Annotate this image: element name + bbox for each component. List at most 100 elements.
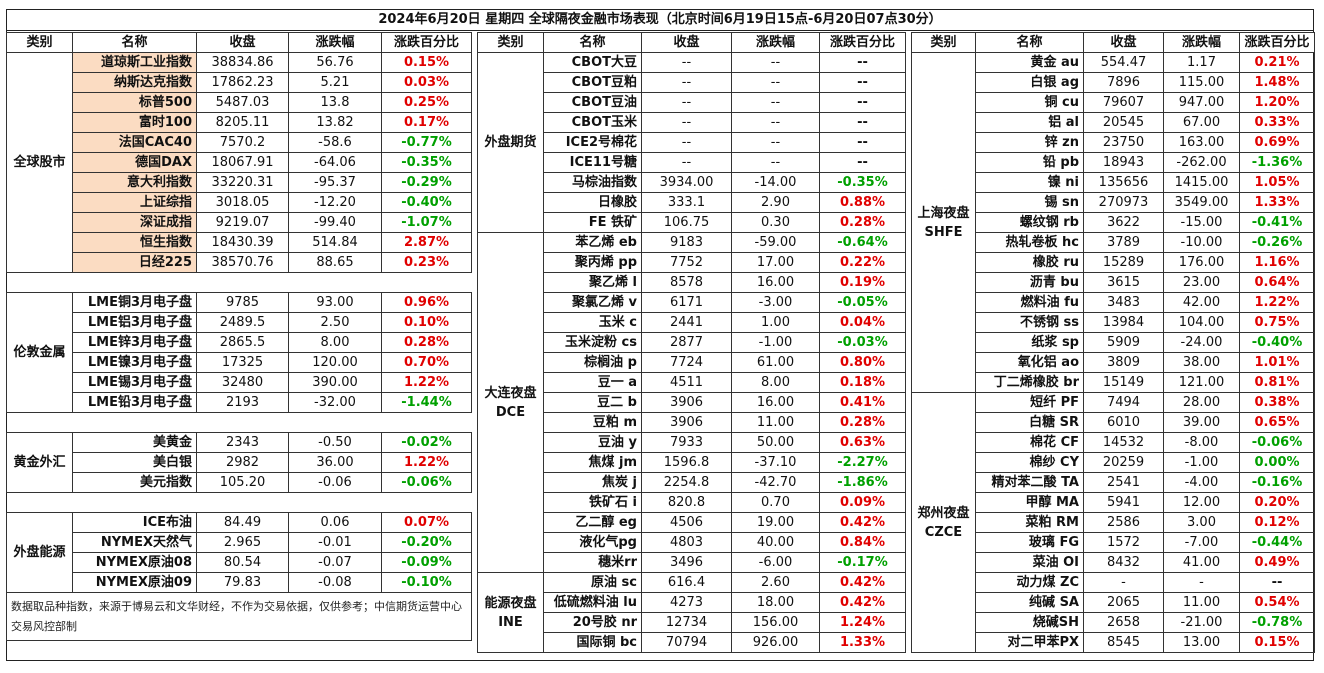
change-percent: 0.70% xyxy=(381,352,472,373)
close-value: 2065 xyxy=(1083,592,1164,613)
change-percent: 0.10% xyxy=(381,312,472,333)
change-value: 38.00 xyxy=(1163,352,1240,373)
table-row: 动力煤 ZC - - -- xyxy=(912,572,1315,593)
close-value: 333.1 xyxy=(641,192,732,213)
instrument-name: 玻璃 FG xyxy=(975,532,1084,553)
close-value: 38834.86 xyxy=(196,52,289,73)
change-value: 11.00 xyxy=(731,412,820,433)
change-percent: 1.05% xyxy=(1239,172,1315,193)
close-value: -- xyxy=(641,92,732,113)
close-value: 106.75 xyxy=(641,212,732,233)
header-cell: 收盘 xyxy=(196,32,289,53)
close-value: 2.965 xyxy=(196,532,289,553)
close-value: 70794 xyxy=(641,632,732,653)
instrument-name: 菜油 OI xyxy=(975,552,1084,573)
instrument-name: 马棕油指数 xyxy=(543,172,642,193)
change-percent: -0.02% xyxy=(381,432,472,453)
close-value: 20545 xyxy=(1083,112,1164,133)
change-percent: 0.23% xyxy=(381,252,472,273)
change-percent: -0.41% xyxy=(1239,212,1315,233)
change-value: 176.00 xyxy=(1163,252,1240,273)
header-cell: 收盘 xyxy=(641,32,732,53)
change-value: 926.00 xyxy=(731,632,820,653)
note-row: 数据取品种指数，来源于博易云和文华财经，不作为交易依据，仅供参考；中信期货运营中… xyxy=(6,592,472,641)
close-value: 8205.11 xyxy=(196,112,289,133)
table-row: 日经225 38570.76 88.65 0.23% xyxy=(7,252,472,273)
table-row: 沥青 bu 3615 23.00 0.64% xyxy=(912,272,1315,293)
change-percent: 0.20% xyxy=(1239,492,1315,513)
table-row: 纳斯达克指数 17862.23 5.21 0.03% xyxy=(7,72,472,93)
change-percent: 0.80% xyxy=(819,352,906,373)
close-value: 3906 xyxy=(641,412,732,433)
close-value: 84.49 xyxy=(196,512,289,533)
change-percent: -- xyxy=(819,152,906,173)
change-percent: 1.20% xyxy=(1239,92,1315,113)
instrument-name: 豆油 y xyxy=(543,432,642,453)
change-value: 41.00 xyxy=(1163,552,1240,573)
close-value: 7570.2 xyxy=(196,132,289,153)
change-value: 11.00 xyxy=(1163,592,1240,613)
change-value: 18.00 xyxy=(731,592,820,613)
change-value: -21.00 xyxy=(1163,612,1240,633)
instrument-name: 豆粕 m xyxy=(543,412,642,433)
left-market-table: 类别 名称 收盘 涨跌幅 涨跌百分比 全球股市 道琼斯工业指数 38834.86 56.76 0.… xyxy=(6,32,472,641)
change-value: 0.30 xyxy=(731,212,820,233)
change-percent: -0.29% xyxy=(381,172,472,193)
change-value: 2.90 xyxy=(731,192,820,213)
change-percent: 0.19% xyxy=(819,272,906,293)
header-cell: 涨跌百分比 xyxy=(819,32,906,53)
header-cell: 涨跌百分比 xyxy=(381,32,472,53)
change-percent: -1.86% xyxy=(819,472,906,493)
header-cell: 名称 xyxy=(72,32,197,53)
change-percent: 0.88% xyxy=(819,192,906,213)
change-percent: 0.41% xyxy=(819,392,906,413)
category-cell: 外盘期货 xyxy=(477,52,544,233)
close-value: 5487.03 xyxy=(196,92,289,113)
instrument-name: 日经225 xyxy=(72,252,197,273)
table-row: 玻璃 FG 1572 -7.00 -0.44% xyxy=(912,532,1315,553)
change-percent: -1.36% xyxy=(1239,152,1315,173)
instrument-name: 标普500 xyxy=(72,92,197,113)
category-cell: 伦敦金属 xyxy=(6,292,73,413)
change-value: 0.06 xyxy=(288,512,382,533)
table-row: 液化气pg 4803 40.00 0.84% xyxy=(478,532,906,553)
close-value: 5909 xyxy=(1083,332,1164,353)
instrument-name: LME铝3月电子盘 xyxy=(72,312,197,333)
table-row: 丁二烯橡胶 br 15149 121.00 0.81% xyxy=(912,372,1315,393)
table-row: 铜 cu 79607 947.00 1.20% xyxy=(912,92,1315,113)
change-value: -8.00 xyxy=(1163,432,1240,453)
close-value: 2982 xyxy=(196,452,289,473)
close-value: 17325 xyxy=(196,352,289,373)
table-row: 橡胶 ru 15289 176.00 1.16% xyxy=(912,252,1315,273)
instrument-name: 上证综指 xyxy=(72,192,197,213)
table-row: 焦炭 j 2254.8 -42.70 -1.86% xyxy=(478,472,906,493)
close-value: 6171 xyxy=(641,292,732,313)
close-value: 3615 xyxy=(1083,272,1164,293)
change-value: 36.00 xyxy=(288,452,382,473)
change-percent: 0.22% xyxy=(819,252,906,273)
category-label: 能源夜盘 xyxy=(484,595,537,611)
close-value: 3789 xyxy=(1083,232,1164,253)
instrument-name: 玉米淀粉 cs xyxy=(543,332,642,353)
instrument-name: 焦炭 j xyxy=(543,472,642,493)
category-cell: 上海夜盘 SHFE xyxy=(911,52,976,393)
table-row: 棉花 CF 14532 -8.00 -0.06% xyxy=(912,432,1315,453)
change-value: 1415.00 xyxy=(1163,172,1240,193)
close-value: 6010 xyxy=(1083,412,1164,433)
change-percent: -- xyxy=(819,52,906,73)
close-value: - xyxy=(1083,572,1164,593)
change-value: -4.00 xyxy=(1163,472,1240,493)
instrument-name: 富时100 xyxy=(72,112,197,133)
category-cell: 郑州夜盘 CZCE xyxy=(911,392,976,653)
close-value: -- xyxy=(641,152,732,173)
change-percent: 0.38% xyxy=(1239,392,1315,413)
table-row: 伦敦金属 LME铜3月电子盘 9785 93.00 0.96% xyxy=(6,292,472,413)
change-value: -10.00 xyxy=(1163,232,1240,253)
close-value: 18943 xyxy=(1083,152,1164,173)
close-value: 18430.39 xyxy=(196,232,289,253)
instrument-name: 棉花 CF xyxy=(975,432,1084,453)
change-value: -1.00 xyxy=(1163,452,1240,473)
change-value: -3.00 xyxy=(731,292,820,313)
change-value: -- xyxy=(731,72,820,93)
instrument-name: 氧化铝 ao xyxy=(975,352,1084,373)
